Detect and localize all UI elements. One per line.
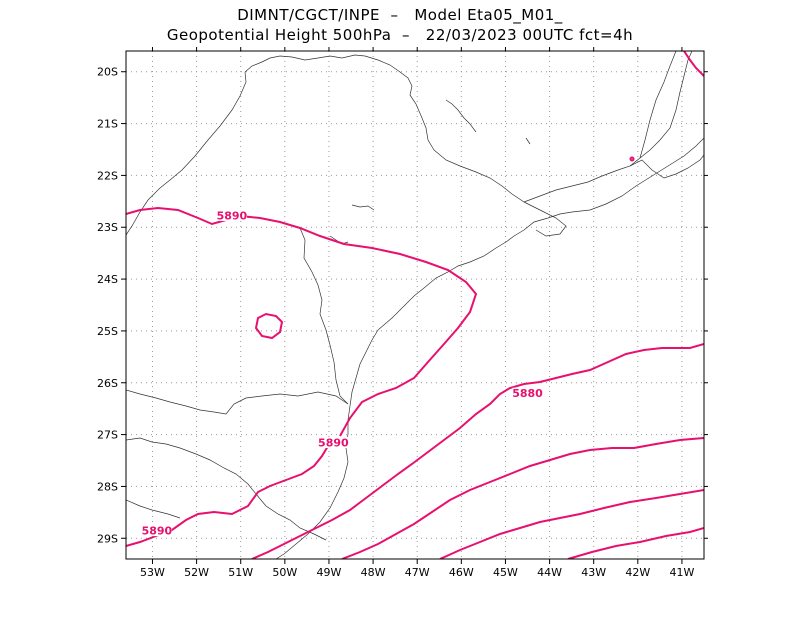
coastline-sp	[377, 137, 704, 331]
lat-tick-label: 21S	[97, 118, 118, 131]
map-title-line2: Geopotential Height 500hPa – 22/03/2023 …	[166, 26, 634, 44]
state-border-es	[629, 154, 704, 179]
lon-tick-label: 44W	[537, 566, 562, 579]
map-title-line1: DIMNT/CGCT/INPE – Model Eta05_M01_	[237, 6, 563, 24]
state-border-sp-ms	[244, 54, 435, 151]
grid-lines	[126, 51, 704, 559]
map-frame	[125, 50, 705, 560]
contour-5870	[341, 437, 704, 559]
state-border-ms-pr	[126, 71, 247, 236]
contour-5890-ring	[254, 312, 284, 340]
lon-tick-label: 45W	[493, 566, 518, 579]
coastline-south	[275, 329, 379, 559]
state-border-sc-rs	[126, 437, 327, 541]
lon-tick-label: 48W	[361, 566, 386, 579]
contour-label-bg	[216, 209, 247, 221]
contour-5850	[567, 527, 704, 559]
lon-tick-label: 42W	[625, 566, 650, 579]
contour-label: 5890	[217, 209, 248, 222]
contour-label-bg	[141, 525, 172, 537]
lat-tick-label: 25S	[97, 325, 118, 338]
lon-tick-label: 43W	[581, 566, 606, 579]
contour-label: 5880	[512, 387, 543, 400]
lat-tick-label: 22S	[97, 169, 118, 182]
lat-tick-label: 29S	[97, 532, 118, 545]
lat-tick-label: 27S	[97, 429, 118, 442]
contour-ne	[683, 51, 704, 77]
contour-dot	[629, 156, 635, 162]
island-sp	[525, 137, 531, 145]
state-border-pr-west	[299, 227, 349, 405]
contour-5890-north	[126, 206, 478, 437]
contour-5880	[251, 343, 704, 559]
contour-label: 5890	[318, 436, 349, 449]
axis-tick-labels: 53W 52W 51W 50W 49W 48W 47W 46W 45W 44W 43W 42W 41W 2…	[97, 66, 694, 579]
lon-tick-label: 47W	[405, 566, 430, 579]
contour-label-bg	[512, 387, 543, 399]
lake-sp	[445, 99, 477, 133]
lat-tick-label: 23S	[97, 221, 118, 234]
lon-tick-label: 49W	[317, 566, 342, 579]
contour-label-bg	[318, 436, 349, 448]
lon-tick-label: 53W	[140, 566, 165, 579]
state-border-rj	[523, 201, 567, 237]
lon-tick-label: 50W	[272, 566, 297, 579]
contour-label: 5890	[142, 525, 173, 538]
state-border-mg-sp	[433, 149, 525, 203]
border-argentina	[126, 499, 181, 519]
lake-sp-2	[351, 204, 375, 211]
lon-tick-label: 46W	[449, 566, 474, 579]
contours	[126, 51, 704, 559]
boundaries	[126, 51, 704, 559]
axis-ticks	[121, 47, 708, 564]
state-border-pr-sc	[126, 389, 349, 415]
state-border-mg-north	[639, 51, 677, 159]
lon-tick-label: 51W	[228, 566, 253, 579]
lon-tick-label: 41W	[670, 566, 695, 579]
lat-tick-label: 24S	[97, 273, 118, 286]
contour-5860	[439, 489, 704, 559]
lat-tick-label: 28S	[97, 480, 118, 493]
lat-tick-label: 26S	[97, 377, 118, 390]
lon-tick-label: 52W	[184, 566, 209, 579]
contour-labels: 5890 5880 5890 5890	[142, 209, 544, 537]
lat-tick-label: 20S	[97, 66, 118, 79]
